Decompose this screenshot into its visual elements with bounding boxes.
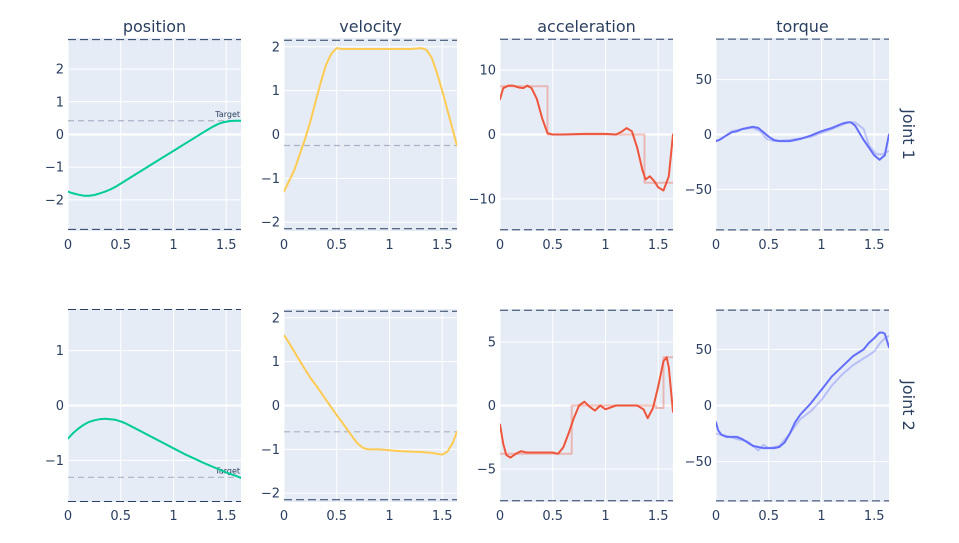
y-tick-label: 2 (272, 311, 280, 326)
panel-torque-joint-1: 0 0.5 1 1.5 −50 0 50 (685, 38, 889, 253)
y-tick-label: 0 (488, 399, 496, 414)
y-tick-label: 2 (272, 40, 280, 55)
series-line (284, 334, 457, 456)
column-title-acceleration: acceleration (537, 17, 636, 36)
y-tick-label: −50 (685, 455, 712, 470)
y-tick-label: −2 (261, 216, 280, 231)
y-tick-label: 0 (56, 128, 64, 143)
y-tick-label: 0 (488, 128, 496, 143)
panel-velocity-joint-2: 0 0.5 1 1.5 −2 −1 0 1 2 (261, 309, 457, 524)
column-title-position: position (123, 17, 186, 36)
y-tick-label: 10 (479, 64, 496, 79)
x-tick-label: 0 (280, 238, 288, 253)
x-tick-label: 1.5 (648, 509, 669, 524)
x-tick-label: 0 (712, 509, 720, 524)
x-tick-label: 0.5 (110, 238, 131, 253)
y-tick-label: 1 (56, 95, 64, 110)
y-tick-label: 0 (56, 399, 64, 414)
x-tick-label: 1 (601, 238, 609, 253)
x-tick-label: 1 (385, 509, 393, 524)
y-tick-label: 5 (488, 336, 496, 351)
x-tick-label: 0 (496, 509, 504, 524)
y-tick-label: 2 (56, 63, 64, 78)
column-title-torque: torque (776, 17, 829, 36)
y-tick-label: 1 (272, 355, 280, 370)
x-tick-label: 0.5 (758, 238, 779, 253)
y-tick-label: −1 (45, 454, 64, 469)
y-tick-label: 0 (272, 399, 280, 414)
row-title-joint-2: Joint 2 (899, 379, 918, 431)
y-tick-label: −2 (261, 487, 280, 502)
x-tick-label: 0.5 (542, 238, 563, 253)
target-label: Target (214, 466, 240, 475)
x-tick-label: 1 (817, 238, 825, 253)
column-title-velocity: velocity (339, 17, 402, 36)
x-tick-label: 1.5 (432, 509, 453, 524)
x-tick-label: 1 (169, 238, 177, 253)
y-tick-label: 0 (272, 128, 280, 143)
x-tick-label: 1 (169, 509, 177, 524)
x-tick-label: 1.5 (864, 509, 885, 524)
y-tick-label: −1 (261, 172, 280, 187)
x-tick-label: 1.5 (864, 238, 885, 253)
panel-position-joint-1: 0 0.5 1 1.5 −2 −1 0 1 2 Target (45, 38, 241, 253)
x-tick-label: 1 (601, 509, 609, 524)
row-title-joint-1: Joint 1 (899, 108, 918, 160)
y-tick-label: 50 (695, 343, 712, 358)
y-tick-label: 0 (704, 128, 712, 143)
series-line (500, 84, 673, 192)
panel-velocity-joint-1: 0 0.5 1 1.5 −2 −1 0 1 2 (261, 38, 457, 253)
panel-torque-joint-2: 0 0.5 1 1.5 −50 0 50 (685, 309, 889, 524)
y-tick-label: −1 (45, 161, 64, 176)
series-line (716, 121, 889, 161)
y-tick-label: −5 (477, 462, 496, 477)
x-tick-label: 0.5 (542, 509, 563, 524)
x-tick-label: 0 (496, 238, 504, 253)
panel-acceleration-joint-2: 0 0.5 1 1.5 −5 0 5 (477, 309, 673, 524)
panel-position-joint-2: 0 0.5 1 1.5 −1 0 1 Target (45, 309, 241, 524)
x-tick-label: 1.5 (432, 238, 453, 253)
x-tick-label: 0.5 (326, 238, 347, 253)
target-label: Target (214, 110, 240, 119)
series-line (716, 331, 889, 450)
y-tick-label: 1 (56, 344, 64, 359)
series-line (500, 356, 673, 459)
y-tick-label: −10 (469, 192, 496, 207)
x-tick-label: 0.5 (110, 509, 131, 524)
series-line (68, 119, 241, 197)
y-tick-label: 0 (704, 399, 712, 414)
x-tick-label: 0.5 (326, 509, 347, 524)
x-tick-label: 0.5 (758, 509, 779, 524)
x-tick-label: 0 (64, 238, 72, 253)
series-line (68, 417, 241, 479)
x-tick-label: 0 (712, 238, 720, 253)
y-tick-label: −1 (261, 443, 280, 458)
x-tick-label: 1.5 (216, 509, 237, 524)
y-tick-label: −50 (685, 183, 712, 198)
y-tick-label: 1 (272, 84, 280, 99)
x-tick-label: 0 (64, 509, 72, 524)
panel-acceleration-joint-1: 0 0.5 1 1.5 −10 0 10 (469, 38, 673, 253)
x-tick-label: 0 (280, 509, 288, 524)
x-tick-label: 1.5 (216, 238, 237, 253)
series-line (284, 47, 457, 193)
x-tick-label: 1 (385, 238, 393, 253)
y-tick-label: −2 (45, 193, 64, 208)
x-tick-label: 1 (817, 509, 825, 524)
y-tick-label: 50 (695, 73, 712, 88)
x-tick-label: 1.5 (648, 238, 669, 253)
